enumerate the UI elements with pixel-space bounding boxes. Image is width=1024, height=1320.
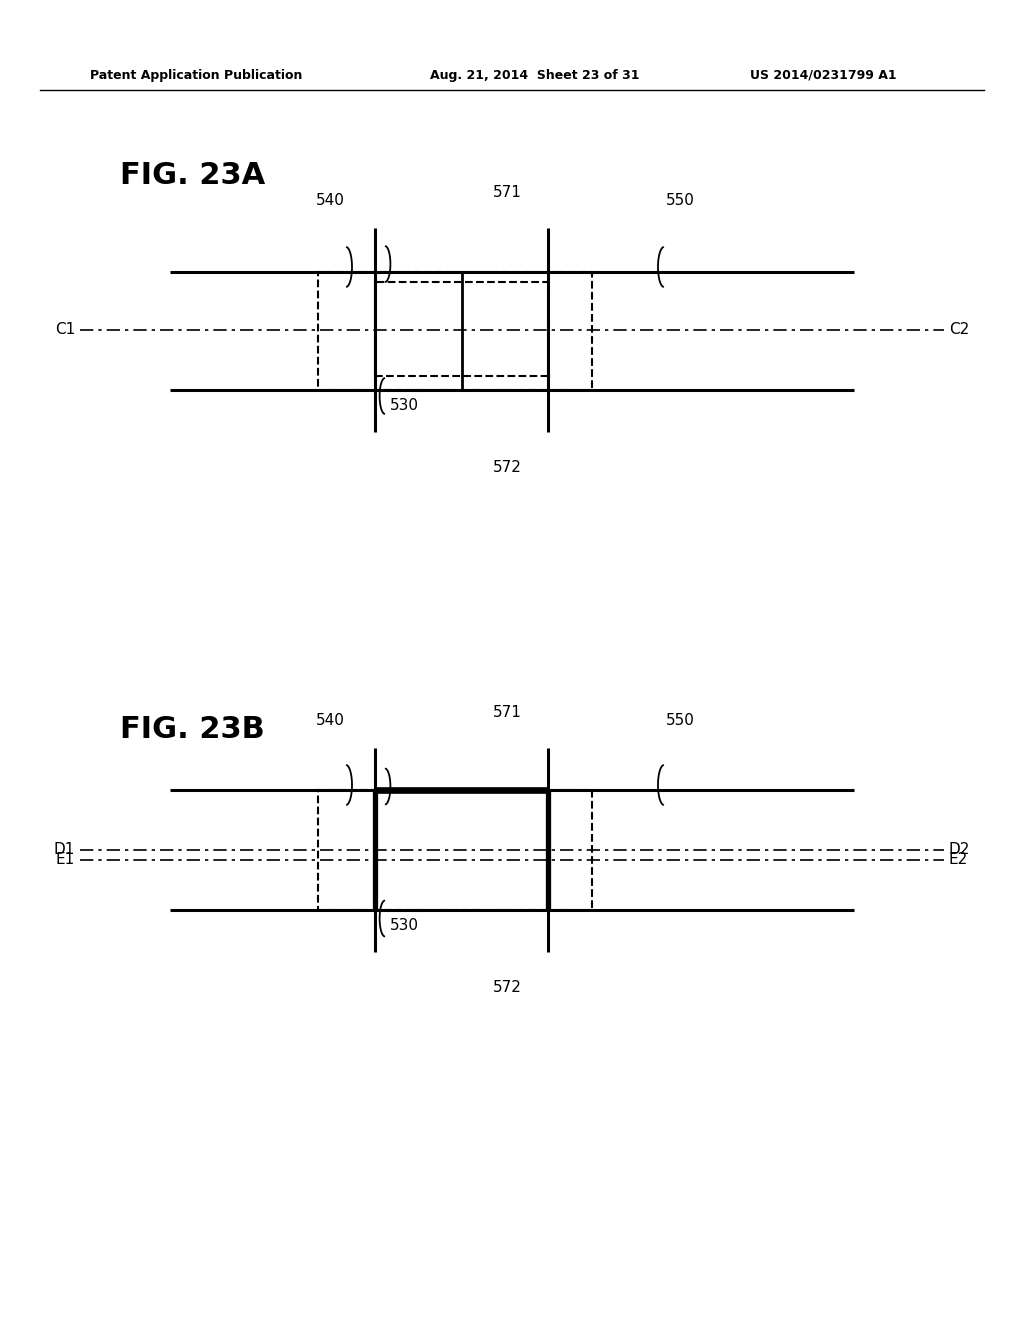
Text: E1: E1 — [55, 853, 75, 867]
Text: 572: 572 — [493, 979, 521, 995]
Text: 550: 550 — [666, 193, 694, 209]
Text: 540: 540 — [315, 193, 344, 209]
Text: 530: 530 — [390, 917, 419, 933]
Text: E2: E2 — [949, 853, 969, 867]
Text: FIG. 23B: FIG. 23B — [120, 715, 265, 744]
Bar — [375, 272, 462, 389]
Text: C1: C1 — [54, 322, 75, 338]
Text: 550: 550 — [666, 713, 694, 729]
Text: 572: 572 — [493, 459, 521, 475]
Text: D2: D2 — [949, 842, 971, 858]
Text: US 2014/0231799 A1: US 2014/0231799 A1 — [750, 69, 897, 82]
Text: C2: C2 — [949, 322, 970, 338]
Text: Aug. 21, 2014  Sheet 23 of 31: Aug. 21, 2014 Sheet 23 of 31 — [430, 69, 640, 82]
Text: FIG. 23A: FIG. 23A — [120, 161, 265, 190]
Text: D1: D1 — [53, 842, 75, 858]
Text: 571: 571 — [493, 185, 521, 201]
Bar — [318, 789, 592, 909]
Text: 571: 571 — [493, 705, 521, 719]
Bar — [318, 272, 592, 389]
Bar — [375, 282, 548, 376]
Text: 530: 530 — [390, 399, 419, 413]
Text: Patent Application Publication: Patent Application Publication — [90, 69, 302, 82]
Text: 540: 540 — [315, 713, 344, 729]
